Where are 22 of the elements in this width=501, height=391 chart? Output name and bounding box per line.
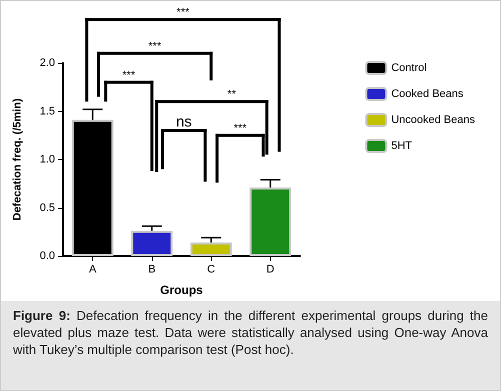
- legend-label: Cooked Beans: [391, 88, 464, 100]
- x-axis-title: Groups: [160, 283, 204, 297]
- x-tick-label: D: [266, 264, 274, 276]
- annotation: ***: [234, 122, 248, 134]
- y-tick-label: 0.5: [40, 202, 55, 214]
- legend-label: 5HT: [391, 140, 412, 152]
- annotation: ***: [122, 69, 136, 82]
- y-tick-label: 1.5: [40, 105, 55, 118]
- legend-label: Uncooked Beans: [391, 114, 476, 126]
- annotation: ns: [176, 114, 192, 131]
- x-tick-label: A: [88, 264, 97, 276]
- y-axis-title: Defecation freq. (/5min): [12, 98, 24, 221]
- caption: Figure 9: Defecation frequency in the different experimental groups during the elevated plus maze test. Data were statistically analysed using One-way Anova with Tukey’s multiple comparison test (Post hoc).: [13, 307, 488, 358]
- annotation: **: [227, 88, 237, 101]
- x-tick-label: B: [148, 264, 156, 276]
- text: ***: [148, 40, 162, 52]
- y-tick-label: 2.0: [40, 57, 55, 69]
- legend-label: Control: [391, 62, 427, 74]
- text: ***: [176, 6, 190, 19]
- x-tick-label: C: [207, 264, 216, 276]
- y-tick-label: 1.0: [40, 154, 55, 166]
- y-tick-label: 0.0: [40, 250, 55, 262]
